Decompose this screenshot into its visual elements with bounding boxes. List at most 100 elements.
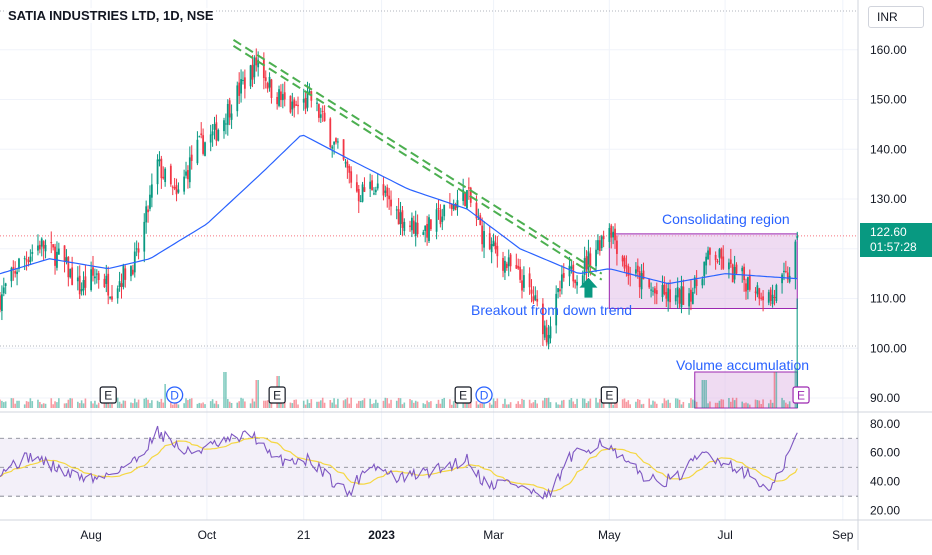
candle-body — [587, 251, 590, 273]
candle-body — [509, 254, 512, 267]
volume-bar — [614, 401, 616, 408]
volume-bar — [97, 402, 100, 408]
candle-body — [228, 100, 231, 118]
candle-body — [572, 264, 575, 282]
candle-body — [348, 166, 351, 173]
candle-body — [589, 253, 592, 267]
consolidating-region-label: Consolidating region — [662, 211, 790, 227]
volume-bar — [521, 398, 523, 408]
earnings-marker: E — [268, 386, 286, 404]
time-tick-label: Sep — [832, 528, 854, 542]
candle-body — [570, 266, 573, 269]
volume-bar — [29, 398, 32, 408]
candle-body — [456, 200, 459, 208]
earnings-marker: E — [454, 386, 472, 404]
event-marker-label: E — [797, 389, 805, 403]
rsi-tick-label: 40.00 — [870, 475, 900, 489]
volume-bar — [2, 402, 5, 408]
volume-bar — [173, 402, 176, 408]
volume-bar — [767, 403, 770, 408]
volume-bar — [519, 404, 521, 408]
candle-body — [709, 248, 711, 255]
volume-bar — [599, 399, 601, 408]
candle-body — [655, 290, 658, 295]
dividend-marker: D — [165, 386, 184, 404]
candle-body — [249, 65, 252, 87]
volume-bar — [409, 399, 411, 408]
event-marker-label: D — [170, 389, 179, 403]
candle-body — [424, 225, 427, 232]
volume-bar — [456, 399, 459, 408]
volume-bar — [306, 399, 309, 408]
candle-body — [211, 131, 214, 136]
candle-body — [395, 209, 398, 211]
candle-body — [23, 258, 26, 260]
volume-bar — [557, 404, 559, 408]
candle-body — [439, 209, 442, 225]
candle-body — [92, 267, 94, 276]
candle-body — [494, 242, 497, 250]
volume-bar — [608, 399, 611, 408]
candle-body — [771, 294, 774, 305]
currency-selector[interactable]: INR — [868, 6, 924, 28]
candle-body — [585, 256, 588, 270]
volume-bar — [31, 401, 34, 408]
candle-body — [242, 79, 244, 81]
candle-body — [435, 209, 438, 232]
rsi-ma-line — [0, 436, 798, 492]
candle-body — [621, 256, 624, 262]
candle-body — [306, 93, 309, 108]
candle-body — [718, 249, 721, 258]
volume-bar — [253, 401, 256, 408]
rsi-tick-label: 60.00 — [870, 446, 900, 460]
candle-body — [528, 273, 531, 288]
volume-bar — [545, 397, 548, 408]
candle-body — [642, 270, 645, 280]
candle-body — [559, 289, 561, 292]
candle-body — [412, 220, 415, 234]
candle-body — [521, 280, 523, 291]
volume-bar — [640, 404, 643, 408]
candle-body — [149, 194, 151, 209]
candle-body — [40, 238, 43, 247]
candle-body — [688, 293, 690, 307]
volume-bar — [42, 403, 45, 408]
price-tick-label: 150.00 — [870, 93, 907, 107]
candle-body — [264, 77, 267, 81]
candle-body — [426, 223, 429, 238]
volume-bar — [39, 401, 41, 408]
candle-body — [536, 298, 539, 302]
volume-bar — [517, 401, 520, 408]
candle-body — [131, 269, 134, 275]
volume-bar — [536, 403, 538, 408]
volume-bar — [264, 400, 267, 408]
volume-bar — [735, 397, 738, 408]
candle-body — [266, 83, 269, 89]
volume-bar — [331, 402, 333, 408]
candle-body — [185, 171, 187, 176]
volume-bar — [688, 403, 690, 408]
candle-body — [147, 209, 149, 213]
candle-body — [469, 187, 472, 203]
volume-bar — [399, 398, 402, 408]
volume-bar — [749, 404, 751, 408]
candle-body — [94, 276, 96, 279]
candle-body — [507, 257, 510, 267]
candle-body — [481, 225, 484, 245]
volume-bar — [50, 398, 53, 408]
volume-bar — [454, 399, 457, 408]
candle-body — [107, 273, 110, 296]
candle-body — [616, 240, 618, 254]
volume-bar — [350, 397, 352, 408]
candle-body — [608, 227, 611, 242]
volume-bar — [321, 397, 324, 408]
volume-bar — [143, 398, 146, 408]
candle-body — [2, 287, 5, 294]
candle-body — [122, 265, 125, 287]
volume-bar — [443, 397, 445, 408]
earnings-marker: E — [600, 386, 618, 404]
volume-bar — [462, 402, 464, 408]
volume-bar — [390, 399, 392, 408]
